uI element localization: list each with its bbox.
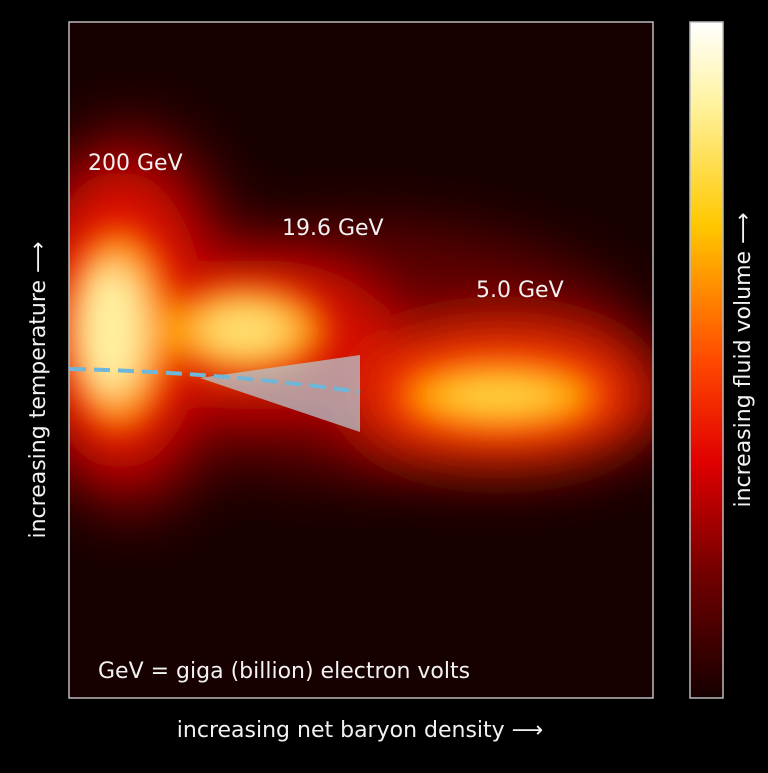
energy-label: 19.6 GeV	[282, 216, 384, 241]
y-axis-label: increasing temperature ⟶	[26, 241, 51, 538]
energy-label: 5.0 GeV	[476, 278, 564, 303]
heatmap	[69, 22, 653, 698]
uncertainty-cone	[200, 355, 360, 432]
energy-label: 200 GeV	[88, 151, 183, 176]
colorbar	[689, 21, 724, 699]
x-axis-label: increasing net baryon density ⟶	[177, 718, 543, 743]
note: GeV = giga (billion) electron volts	[98, 659, 470, 684]
colorbar-label: increasing fluid volume ⟶	[731, 212, 756, 507]
plot-frame	[68, 21, 654, 699]
dashed-line	[69, 367, 361, 394]
